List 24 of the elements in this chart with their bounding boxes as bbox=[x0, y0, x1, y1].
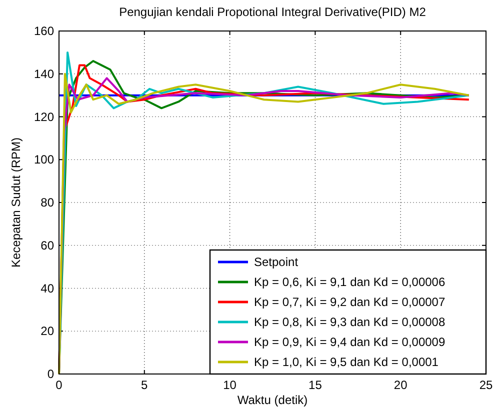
y-tick-label: 160 bbox=[34, 24, 54, 38]
y-tick-label: 100 bbox=[34, 152, 54, 167]
y-tick-label: 0 bbox=[47, 367, 54, 381]
y-axis-title: Kecepatan Sudut (RPM) bbox=[9, 137, 23, 268]
x-tick-label: 20 bbox=[394, 378, 408, 392]
y-tick-label: 40 bbox=[40, 281, 54, 296]
legend-label: Kp = 0,8, Ki = 9,3 dan Kd = 0,00008 bbox=[254, 315, 446, 329]
legend-label: Setpoint bbox=[254, 255, 299, 269]
y-tick-label: 20 bbox=[40, 324, 54, 338]
y-tick-label: 60 bbox=[40, 238, 54, 252]
legend-label: Kp = 1,0, Ki = 9,5 dan Kd = 0,0001 bbox=[254, 355, 439, 369]
y-tick-label: 120 bbox=[34, 110, 54, 124]
x-axis-title: Waktu (detik) bbox=[237, 393, 308, 407]
x-tick-label: 25 bbox=[479, 378, 493, 392]
legend-label: Kp = 0,7, Ki = 9,2 dan Kd = 0,00007 bbox=[254, 295, 446, 309]
y-tick-label: 140 bbox=[34, 66, 54, 81]
x-tick-label: 5 bbox=[141, 378, 148, 392]
legend-label: Kp = 0,6, Ki = 9,1 dan Kd = 0,00006 bbox=[254, 275, 446, 289]
legend-label: Kp = 0,9, Ki = 9,4 dan Kd = 0,00009 bbox=[254, 335, 446, 349]
x-tick-label: 10 bbox=[223, 378, 237, 392]
chart-title: Pengujian kendali Propotional Integral Derivative(PID) M2 bbox=[119, 5, 426, 19]
y-tick-label: 80 bbox=[40, 196, 54, 210]
x-tick-label: 15 bbox=[308, 378, 322, 392]
x-tick-label: 0 bbox=[56, 378, 63, 392]
